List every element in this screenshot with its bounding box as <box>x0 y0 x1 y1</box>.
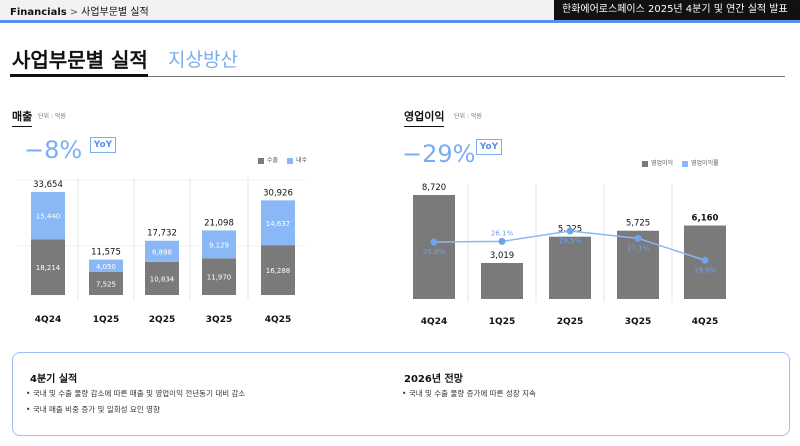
revenue-bar-export-3Q25 <box>202 258 236 295</box>
legend-label-op-margin: 영업이익률 <box>691 160 719 167</box>
q4-bullet-2-text: 국내 매출 비중 증가 및 일회성 요인 영향 <box>32 405 160 414</box>
q4-results-title: 4분기 실적 <box>30 374 78 385</box>
header-accent-line <box>0 20 800 23</box>
op-income-bar-4Q24 <box>413 195 455 299</box>
q4-bullet-1-text: 국내 및 수출 물량 감소에 따른 매출 및 영업이익 전년동기 대비 감소 <box>32 389 246 398</box>
revenue-bar-domestic-1Q25 <box>89 259 123 272</box>
op-margin-label-4Q24: 25.9% <box>423 248 446 256</box>
chevron-right-icon: > <box>69 7 79 18</box>
revenue-title: 매출 <box>12 110 33 127</box>
breadcrumb-sub: 사업부문별 실적 <box>81 7 149 18</box>
document-title: 한화에어로스페이스 2025년 4분기 및 연간 실적 발표 <box>562 4 788 15</box>
page-title: 사업부문별 실적 <box>12 48 148 72</box>
breadcrumb-main[interactable]: Financials <box>10 7 67 18</box>
revenue-bar-domestic-4Q25 <box>261 200 295 246</box>
op-income-unit: 단위 : 억원 <box>454 113 482 120</box>
revenue-yoy-badge: YoY <box>90 137 116 153</box>
op-income-title: 영업이익 <box>404 110 445 127</box>
op-margin-label-1Q25: 26.1% <box>491 229 514 237</box>
op-income-category-3Q25: 3Q25 <box>625 317 651 327</box>
legend-label-op-income: 영업이익 <box>651 160 674 167</box>
document-title-box: 한화에어로스페이스 2025년 4분기 및 연간 실적 발표 11 <box>554 0 800 20</box>
op-income-yoy-change: −29% <box>402 140 476 168</box>
revenue-label-domestic-3Q25: 9,129 <box>209 241 229 249</box>
op-income-value-label-4Q24: 8,720 <box>422 183 446 193</box>
revenue-legend: 수출 내수 <box>258 155 307 164</box>
title-underline <box>10 74 148 77</box>
revenue-category-3Q25: 3Q25 <box>206 315 232 325</box>
op-income-value-label-4Q25: 6,160 <box>692 214 719 224</box>
legend-swatch-domestic <box>286 157 293 164</box>
revenue-label-domestic-2Q25: 6,898 <box>152 248 172 256</box>
revenue-label-export-2Q25: 10,834 <box>150 275 175 283</box>
op-income-category-2Q25: 2Q25 <box>557 317 583 327</box>
revenue-label-export-3Q25: 11,970 <box>207 274 232 282</box>
outlook-title: 2026년 전망 <box>404 374 463 385</box>
revenue-bar-domestic-2Q25 <box>145 240 179 262</box>
op-income-value-label-1Q25: 3,019 <box>490 251 514 261</box>
legend-swatch-op-margin <box>682 160 689 167</box>
op-margin-label-4Q25: 19.9% <box>694 266 717 274</box>
revenue-category-2Q25: 2Q25 <box>149 315 175 325</box>
q4-bullet-2: • 국내 매출 비중 증가 및 일회성 요인 영향 <box>26 405 160 414</box>
legend-swatch-op-income <box>642 160 648 167</box>
q4-bullet-1: • 국내 및 수출 물량 감소에 따른 매출 및 영업이익 전년동기 대비 감소 <box>26 389 246 398</box>
op-income-yoy-badge: YoY <box>476 139 502 155</box>
op-margin-point-3Q25 <box>634 234 642 242</box>
revenue-total-label-3Q25: 21,098 <box>204 218 234 228</box>
revenue-bar-export-1Q25 <box>89 271 123 295</box>
revenue-label-export-4Q24: 18,214 <box>36 264 61 272</box>
revenue-category-1Q25: 1Q25 <box>93 315 119 325</box>
op-income-bar-3Q25 <box>617 230 659 299</box>
page-number: 11 <box>799 4 800 15</box>
op-income-bar-2Q25 <box>549 236 591 299</box>
op-margin-label-2Q25: 29.5% <box>559 237 582 245</box>
legend-label-domestic: 내수 <box>295 157 308 164</box>
revenue-category-4Q24: 4Q24 <box>35 315 61 325</box>
op-income-category-1Q25: 1Q25 <box>489 317 515 327</box>
op-income-legend: 영업이익 영업이익률 <box>642 158 719 167</box>
revenue-label-export-1Q25: 7,525 <box>96 280 116 288</box>
revenue-bar-export-4Q25 <box>261 245 295 295</box>
revenue-bar-domestic-4Q24 <box>31 192 65 240</box>
page-subtitle: 지상방산 <box>168 49 238 71</box>
op-income-category-4Q24: 4Q24 <box>421 317 447 327</box>
op-income-value-label-3Q25: 5,725 <box>626 219 650 229</box>
revenue-bar-export-4Q24 <box>31 239 65 295</box>
legend-label-export: 수출 <box>267 157 279 164</box>
outlook-bullet-1: • 국내 및 수출 물량 증가에 따른 성장 지속 <box>402 389 536 398</box>
op-margin-label-3Q25: 27.1% <box>627 244 650 252</box>
breadcrumb: Financials > 사업부문별 실적 <box>10 3 149 18</box>
revenue-bar-domestic-3Q25 <box>202 230 236 259</box>
revenue-unit: 단위 : 억원 <box>38 113 66 120</box>
revenue-total-label-1Q25: 11,575 <box>91 248 121 258</box>
revenue-label-domestic-4Q24: 15,440 <box>36 213 61 221</box>
revenue-total-label-4Q24: 33,654 <box>33 180 63 190</box>
revenue-total-label-2Q25: 17,732 <box>147 229 177 239</box>
revenue-total-label-4Q25: 30,926 <box>263 188 293 198</box>
revenue-yoy-change: −8% <box>24 136 83 164</box>
op-margin-point-4Q24 <box>430 238 438 246</box>
legend-swatch-export <box>258 157 264 164</box>
revenue-label-export-4Q25: 16,288 <box>266 267 291 275</box>
op-income-bar-1Q25 <box>481 262 523 299</box>
op-margin-point-2Q25 <box>566 227 574 235</box>
outlook-bullet-1-text: 국내 및 수출 물량 증가에 따른 성장 지속 <box>408 389 536 398</box>
revenue-bar-export-2Q25 <box>145 261 179 295</box>
summary-box <box>12 352 790 436</box>
title-divider <box>148 76 785 77</box>
op-margin-point-4Q25 <box>701 256 709 264</box>
revenue-category-4Q25: 4Q25 <box>265 315 291 325</box>
op-income-category-4Q25: 4Q25 <box>692 317 718 327</box>
revenue-label-domestic-1Q25: 4,050 <box>96 263 116 271</box>
op-margin-point-1Q25 <box>498 237 506 245</box>
revenue-label-domestic-4Q25: 14,637 <box>266 220 291 228</box>
